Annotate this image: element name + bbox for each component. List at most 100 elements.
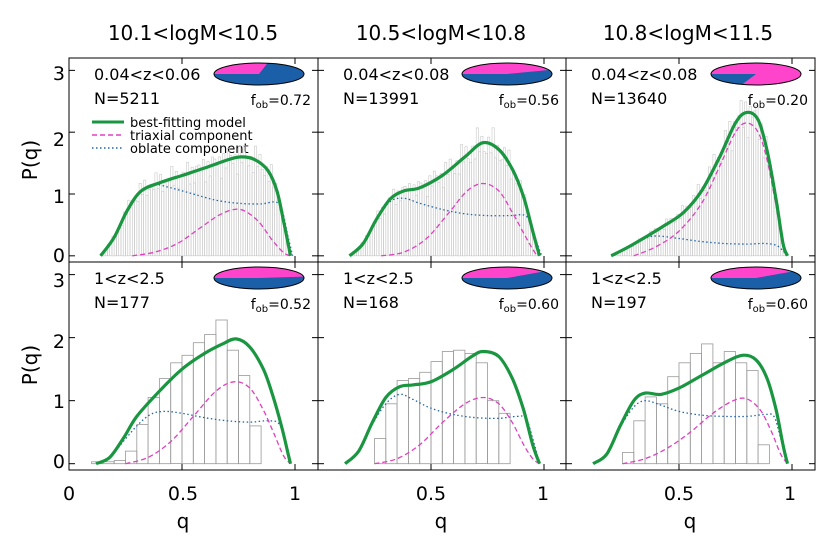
hist-bar xyxy=(444,162,448,257)
fob-label: fob=0.52 xyxy=(251,297,311,315)
hist-bar xyxy=(674,221,678,257)
fob-label: fob=0.60 xyxy=(499,297,559,315)
redshift-label: 1<z<2.5 xyxy=(94,269,165,288)
hist-bar xyxy=(229,155,233,257)
triaxial-curve xyxy=(381,182,540,257)
hist-bar xyxy=(407,378,421,465)
hist-bar xyxy=(658,230,662,257)
hist-bar xyxy=(211,156,214,257)
y-axis-label-top: P(q) xyxy=(18,140,42,180)
hist-bar xyxy=(466,158,470,257)
fraction-pie xyxy=(461,266,553,290)
hist-bar xyxy=(428,175,432,257)
pie-oblate-slice xyxy=(213,63,304,86)
hist-bar xyxy=(441,187,445,257)
hist-bar xyxy=(147,397,160,465)
hist-bar xyxy=(412,184,416,257)
hist-bar xyxy=(751,117,754,257)
hist-bar xyxy=(385,403,398,465)
hist-bar xyxy=(174,171,178,257)
hist-bar xyxy=(462,161,466,257)
panel-5: 1<z<2.5 N=168 fob=0.60 xyxy=(317,261,567,471)
hist-bar xyxy=(147,189,151,257)
hist-bar xyxy=(238,145,242,257)
hist-bar xyxy=(168,180,172,257)
histogram xyxy=(91,319,262,465)
hist-bar xyxy=(199,169,203,257)
hist-bar xyxy=(701,186,705,257)
hist-bar xyxy=(710,175,714,257)
hist-bar xyxy=(190,166,194,257)
y-tick-top-3: 3 xyxy=(53,63,65,85)
hist-bar xyxy=(757,444,770,465)
hist-bar xyxy=(493,157,497,257)
hist-bar xyxy=(188,183,192,257)
hist-bar xyxy=(737,115,741,257)
hist-bar xyxy=(405,190,409,257)
hist-bar xyxy=(204,181,208,257)
hist-bar xyxy=(134,200,138,257)
column-title-1: 10.1<logM<10.5 xyxy=(108,21,278,45)
y-axis-label-bottom: P(q) xyxy=(18,345,42,385)
hist-bar xyxy=(383,213,387,257)
hist-bar xyxy=(217,156,221,257)
hist-bar xyxy=(197,164,201,257)
hist-bar xyxy=(423,180,427,257)
hist-bar xyxy=(129,207,133,257)
triaxial-curve xyxy=(125,381,291,465)
hist-bar xyxy=(238,375,251,465)
hist-bar xyxy=(455,160,459,257)
model-curve xyxy=(348,140,542,258)
redshift-label: 1<z<2.5 xyxy=(591,269,662,288)
hist-bar xyxy=(421,188,425,257)
legend-label-oblate: oblate component xyxy=(130,142,249,157)
panel-3: 0.04<z<0.08 N=13640 fob=0.20 xyxy=(565,57,816,263)
hist-bar xyxy=(694,200,698,257)
hist-bar xyxy=(735,362,748,464)
legend-label-triaxial: triaxial component xyxy=(130,129,253,144)
hist-bar xyxy=(432,170,436,257)
hist-bar xyxy=(260,169,264,257)
hist-bar xyxy=(723,351,736,465)
hist-bar xyxy=(660,225,664,257)
hist-bar xyxy=(448,158,452,257)
hist-bar xyxy=(276,200,280,257)
hist-bar xyxy=(120,225,124,257)
hist-bar xyxy=(633,420,646,465)
histogram xyxy=(374,349,511,465)
fob-label: fob=0.60 xyxy=(748,297,808,315)
hist-bar xyxy=(689,207,693,257)
redshift-label: 0.04<z<0.06 xyxy=(94,65,200,84)
hist-bar xyxy=(757,139,761,257)
hist-bar xyxy=(156,188,160,257)
legend-label-model: best-fitting model xyxy=(130,116,246,131)
hist-bar xyxy=(647,238,650,257)
hist-bar xyxy=(215,165,219,257)
hist-bar xyxy=(498,159,502,257)
count-label: N=5211 xyxy=(94,89,160,108)
redshift-label: 0.04<z<0.08 xyxy=(343,65,449,84)
x-axis-label-3: q xyxy=(684,509,697,533)
triaxial-curve xyxy=(622,397,789,465)
hist-bar xyxy=(419,182,423,257)
hist-bar xyxy=(396,380,409,465)
hist-bar xyxy=(152,189,156,257)
hist-bar xyxy=(125,214,129,257)
hist-bar xyxy=(143,179,147,257)
fob-label: fob=0.20 xyxy=(748,93,808,111)
hist-bar xyxy=(131,202,135,257)
fraction-pie xyxy=(213,62,305,86)
column-title-3: 10.8<logM<11.5 xyxy=(603,21,773,45)
hist-bar xyxy=(678,362,691,464)
fob-label: fob=0.56 xyxy=(499,93,559,111)
hist-bar xyxy=(631,246,635,257)
model-curve xyxy=(592,353,790,466)
hist-bar xyxy=(464,146,468,257)
hist-bar xyxy=(732,121,736,257)
hist-bar xyxy=(208,175,212,257)
hist-bar xyxy=(719,161,723,257)
hist-bar xyxy=(678,218,682,257)
count-label: N=168 xyxy=(343,293,399,312)
hist-bar xyxy=(220,178,223,257)
hist-bar xyxy=(514,183,518,257)
